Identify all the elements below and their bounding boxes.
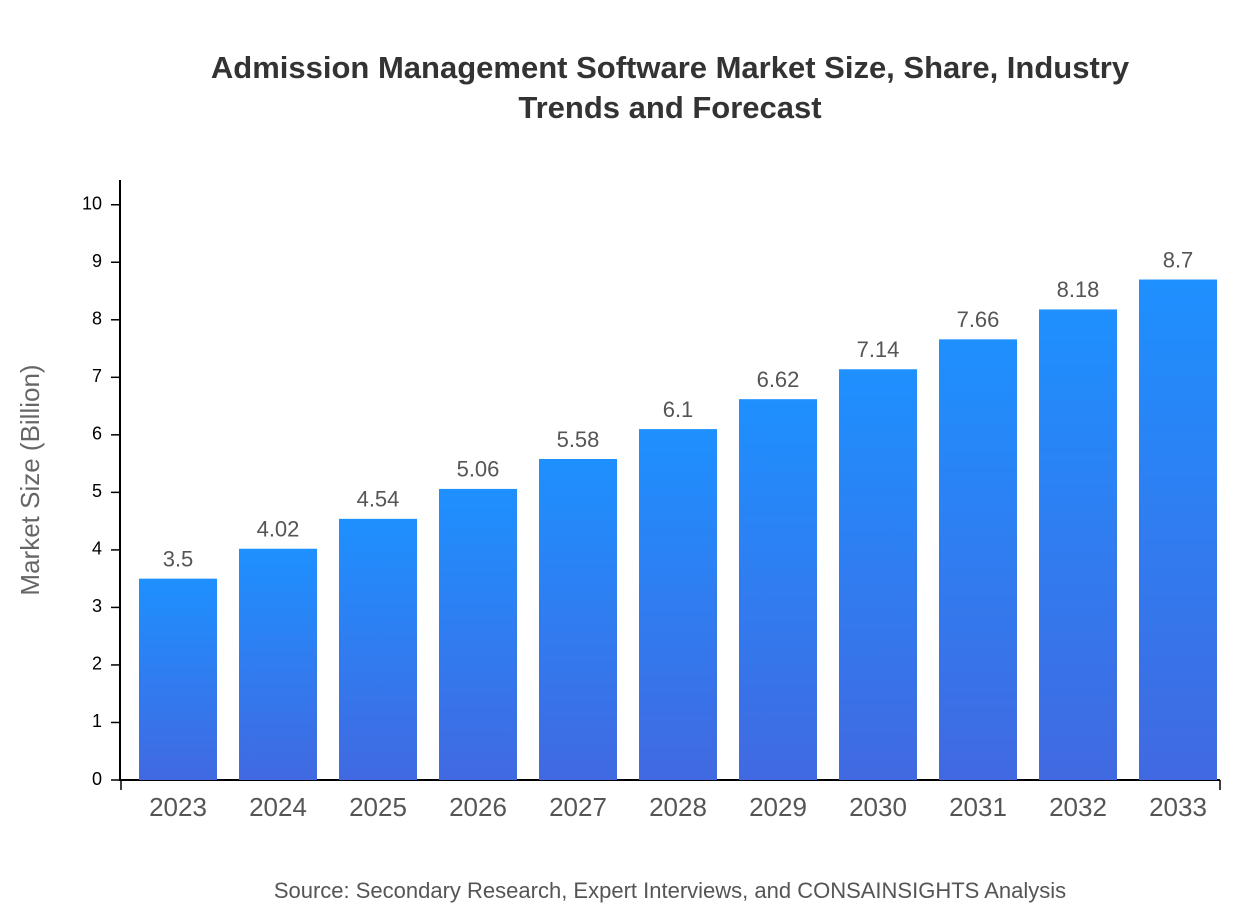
- x-tick-label: 2029: [749, 792, 807, 822]
- value-label: 5.06: [457, 457, 500, 482]
- value-label: 8.7: [1163, 247, 1194, 272]
- value-label: 6.1: [663, 397, 694, 422]
- x-tick-label: 2031: [949, 792, 1007, 822]
- chart-title: Admission Management Software Market Siz…: [210, 50, 1130, 125]
- bar: [639, 429, 717, 780]
- y-tick-label: 3: [92, 596, 102, 616]
- x-tick-label: 2028: [649, 792, 707, 822]
- value-label: 3.5: [163, 546, 194, 571]
- x-tick-label: 2030: [849, 792, 907, 822]
- y-tick-label: 10: [82, 193, 102, 213]
- y-tick-label: 6: [92, 424, 102, 444]
- bar: [539, 459, 617, 780]
- value-label: 7.14: [857, 337, 900, 362]
- x-tick-label: 2027: [549, 792, 607, 822]
- y-tick-label: 1: [92, 711, 102, 731]
- y-tick-label: 2: [92, 654, 102, 674]
- value-label: 7.66: [957, 307, 1000, 332]
- x-tick-label: 2024: [249, 792, 307, 822]
- bar: [839, 369, 917, 780]
- value-label: 8.18: [1057, 277, 1100, 302]
- bar: [939, 339, 1017, 780]
- x-tick-label: 2032: [1049, 792, 1107, 822]
- bar: [739, 399, 817, 780]
- y-tick-label: 0: [92, 769, 102, 789]
- value-label: 5.58: [557, 427, 600, 452]
- x-tick-label: 2033: [1149, 792, 1207, 822]
- y-tick-label: 5: [92, 481, 102, 501]
- value-label: 6.62: [757, 367, 800, 392]
- x-tick-label: 2025: [349, 792, 407, 822]
- bar: [439, 488, 517, 780]
- bar: [1139, 279, 1217, 780]
- bar: [339, 518, 417, 780]
- value-label: 4.54: [357, 487, 400, 512]
- source-note: Source: Secondary Research, Expert Inter…: [274, 878, 1066, 903]
- y-tick-label: 4: [92, 539, 102, 559]
- y-axis-label: Market Size (Billion): [15, 364, 45, 595]
- bar: [1039, 309, 1117, 780]
- y-tick-label: 7: [92, 366, 102, 386]
- x-tick-label: 2026: [449, 792, 507, 822]
- value-label: 4.02: [257, 517, 300, 542]
- y-tick-label: 8: [92, 309, 102, 329]
- bar: [239, 548, 317, 780]
- x-tick-label: 2023: [149, 792, 207, 822]
- y-tick-label: 9: [92, 251, 102, 271]
- bar: [139, 578, 217, 780]
